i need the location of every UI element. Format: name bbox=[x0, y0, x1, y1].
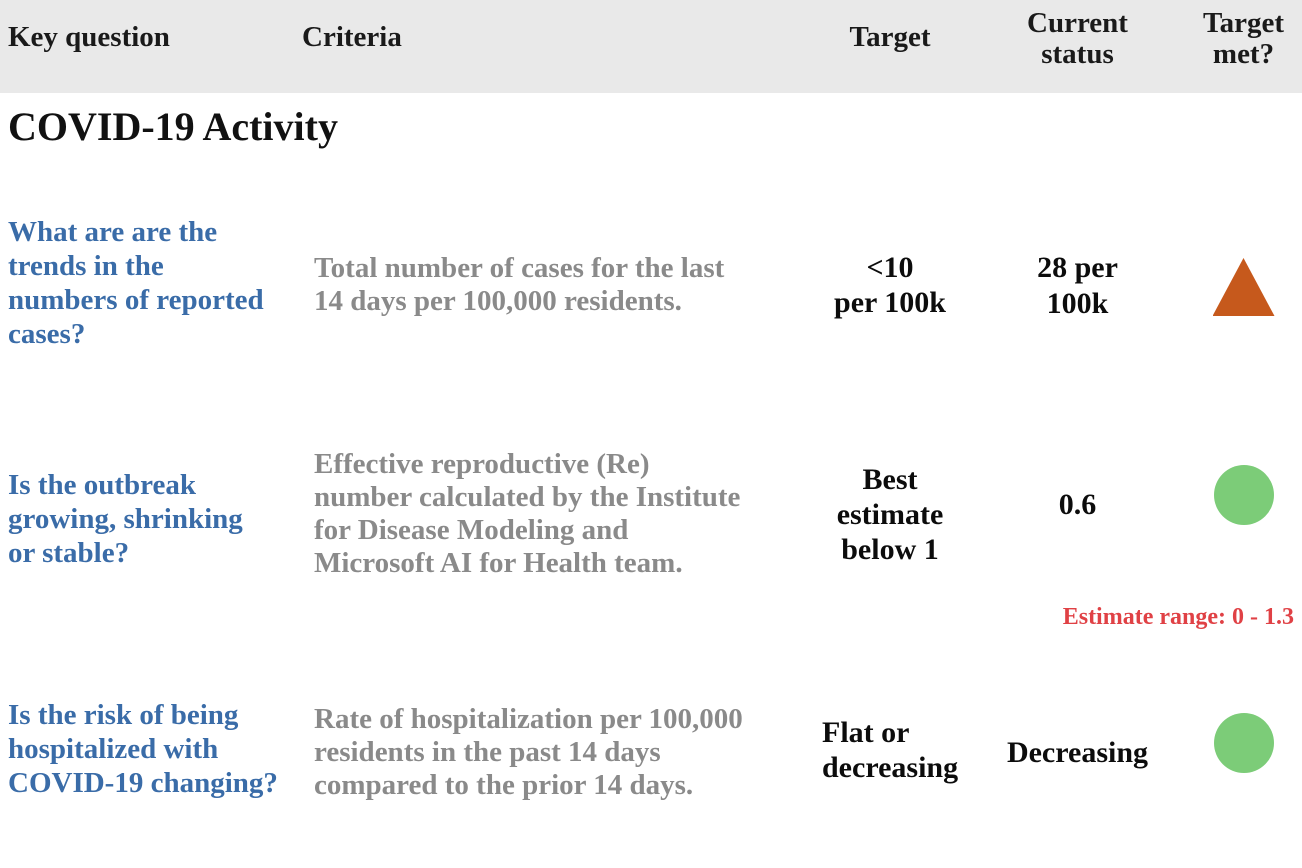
column-header-target-met: Target met? bbox=[1202, 7, 1285, 70]
row-criteria: Rate of hospitalization per 100,000 resi… bbox=[314, 703, 743, 801]
row-target-met-cell bbox=[1185, 695, 1302, 802]
estimate-range-note: Estimate range: 0 - 1.3 bbox=[1062, 604, 1294, 630]
circle-icon bbox=[1213, 465, 1274, 525]
row-target-met-cell bbox=[1185, 215, 1302, 351]
row-current-status: Decreasing bbox=[1006, 736, 1149, 769]
row-question: Is the outbreak growing, shrinking or st… bbox=[8, 469, 243, 569]
triangle-up-icon bbox=[1212, 258, 1275, 316]
row-current-status: 0.6 bbox=[1058, 488, 1097, 521]
table-header: Key question Criteria Target Current sta… bbox=[0, 0, 1302, 93]
section-title: COVID-19 Activity bbox=[8, 104, 338, 149]
table-row: Is the risk of being hospitalized with C… bbox=[0, 695, 1302, 802]
circle-icon bbox=[1213, 713, 1274, 773]
table-row: Is the outbreak growing, shrinking or st… bbox=[0, 445, 1302, 580]
column-header-target: Target bbox=[849, 21, 931, 53]
row-question: What are are the trends in the numbers o… bbox=[8, 216, 264, 350]
column-header-key-question: Key question bbox=[8, 21, 170, 53]
row-criteria: Effective reproductive (Re) number calcu… bbox=[314, 448, 741, 579]
table-row: What are are the trends in the numbers o… bbox=[0, 215, 1302, 351]
row-target: Flat or decreasing bbox=[822, 716, 959, 784]
row-target-met-cell bbox=[1185, 445, 1302, 580]
row-current-status: 28 per 100k bbox=[1037, 251, 1118, 320]
column-header-criteria: Criteria bbox=[302, 21, 402, 53]
row-target: <10 per 100k bbox=[834, 251, 946, 319]
row-target: Best estimate below 1 bbox=[836, 463, 944, 566]
row-criteria: Total number of cases for the last 14 da… bbox=[314, 252, 725, 317]
row-question: Is the risk of being hospitalized with C… bbox=[8, 699, 278, 799]
column-header-current-status: Current status bbox=[1027, 7, 1128, 70]
